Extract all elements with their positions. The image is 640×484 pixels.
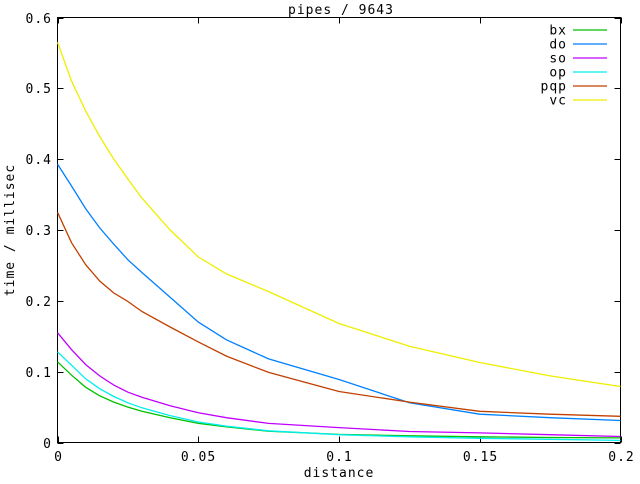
plot-border xyxy=(57,17,621,443)
legend-item-do: do xyxy=(549,38,607,53)
legend-label: op xyxy=(549,66,567,81)
series-line-pqp xyxy=(56,212,621,417)
x-tick-label: 0.1 xyxy=(326,450,352,465)
plot-area: 0 0.05 0.1 0.15 0.2 0 0.1 0.2 0.3 0.4 0.5 0.6 xyxy=(26,12,634,465)
series-line-op xyxy=(57,351,621,442)
series-line-do xyxy=(56,163,621,422)
legend-label: vc xyxy=(549,94,567,109)
x-tick-label: 0.05 xyxy=(181,450,216,465)
legend-label: do xyxy=(549,38,567,53)
y-tick-label: 0.6 xyxy=(26,12,52,27)
x-axis-label: distance xyxy=(304,466,375,480)
series-line-bx xyxy=(57,361,621,439)
legend-item-bx: bx xyxy=(549,24,607,39)
legend-item-pqp: pqp xyxy=(541,80,607,95)
legend-label: so xyxy=(549,52,567,67)
legend-label: bx xyxy=(549,24,567,39)
y-tick-label: 0.4 xyxy=(26,153,52,168)
legend-item-vc: vc xyxy=(549,94,607,109)
legend-item-op: op xyxy=(549,66,607,81)
series-line-so xyxy=(56,332,621,438)
x-tick-label: 0 xyxy=(54,450,63,465)
x-tick-label: 0.2 xyxy=(608,450,634,465)
y-axis-label: time / millisec xyxy=(3,164,18,296)
x-tick-label: 0.15 xyxy=(463,450,498,465)
legend-label: pqp xyxy=(541,80,567,95)
y-tick-label: 0 xyxy=(43,437,52,452)
legend-item-so: so xyxy=(549,52,607,67)
chart-title: pipes / 9643 xyxy=(288,3,394,18)
series-line-vc xyxy=(56,42,621,388)
y-tick-label: 0.3 xyxy=(26,224,52,239)
y-tick-label: 0.5 xyxy=(26,82,52,97)
y-tick-label: 0.1 xyxy=(26,366,52,381)
y-tick-label: 0.2 xyxy=(26,295,52,310)
